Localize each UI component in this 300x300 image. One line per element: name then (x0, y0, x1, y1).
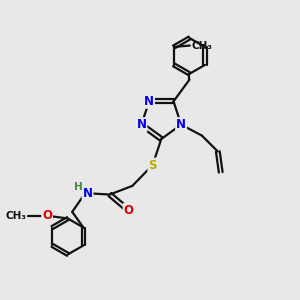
Text: S: S (148, 158, 157, 172)
Text: N: N (82, 187, 92, 200)
Text: O: O (124, 204, 134, 217)
Text: O: O (42, 209, 52, 222)
Text: N: N (176, 118, 186, 131)
Text: H: H (74, 182, 83, 192)
Text: CH₃: CH₃ (6, 211, 27, 221)
Text: N: N (144, 95, 154, 108)
Text: N: N (136, 118, 146, 131)
Text: CH₃: CH₃ (191, 40, 212, 50)
